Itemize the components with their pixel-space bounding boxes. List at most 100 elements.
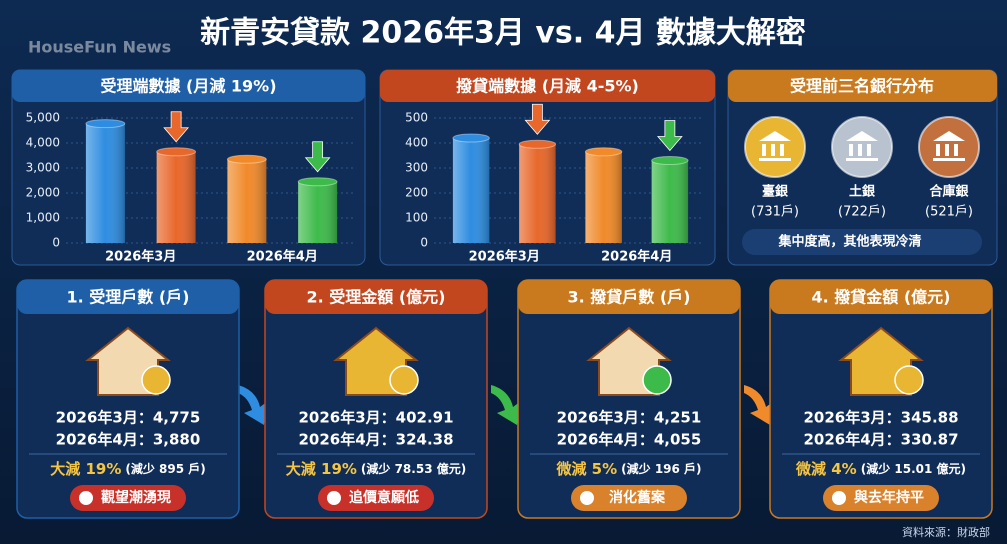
- bar-top: [518, 139, 557, 149]
- bar-top: [452, 133, 490, 143]
- flow-arrows: [238, 385, 774, 425]
- bank-header: [728, 70, 997, 102]
- y-tick-label: 500: [405, 111, 428, 125]
- card-tag-icon: [580, 491, 594, 505]
- card-line: 2026年4月：4,055: [557, 431, 702, 449]
- card-change-line: 微減 4% (減少 15.01 億元): [795, 460, 966, 478]
- bar-top: [85, 119, 126, 129]
- card-title: 1. 受理戶數 (戶): [67, 288, 190, 307]
- bar-top: [651, 156, 689, 165]
- bar-top: [156, 147, 197, 157]
- y-tick-label: 300: [405, 161, 428, 175]
- card-icon-accent: [389, 365, 419, 395]
- card-header: [518, 280, 740, 314]
- y-tick-label: 4,000: [26, 136, 60, 150]
- card-line: 2026年4月：3,880: [56, 431, 201, 449]
- bar-shine: [585, 151, 622, 243]
- card-title: 3. 撥貸戶數 (戶): [568, 288, 691, 307]
- bank-name: 臺銀: [762, 184, 788, 200]
- card-tag-box: [70, 485, 186, 511]
- card-line: 2026年3月：345.88: [803, 409, 958, 427]
- x-tick-label: 2026年3月: [469, 249, 540, 265]
- bank-count: (521戶): [925, 205, 973, 220]
- y-tick-label: 0: [52, 236, 60, 250]
- card-tag: 與去年持平: [854, 489, 924, 506]
- bank-name: 合庫銀: [929, 184, 968, 200]
- chart: 受理端數據 (月減 19%) 0 1,000 2,000 3,000 4,000 5,000…: [11, 69, 366, 266]
- down-arrow: [657, 120, 683, 152]
- bar-shine: [651, 160, 689, 243]
- flow-arrow: [744, 385, 774, 425]
- card-box: [517, 279, 741, 519]
- card-change-line: 微減 5% (減少 196 戶): [555, 460, 701, 478]
- flow-arrow: [238, 385, 268, 425]
- card-tag: 觀望潮湧現: [101, 489, 171, 506]
- card: 4. 撥貸金額 (億元) 2026年3月：345.88 2026年4月：330.87…: [769, 279, 993, 519]
- bar-shine: [452, 138, 490, 243]
- chart-header: [12, 70, 365, 102]
- bar-shine: [85, 123, 125, 243]
- card-change: 微減 4%: [795, 460, 857, 478]
- source: 資料來源：財政部: [902, 525, 990, 539]
- card-tag-icon: [832, 491, 846, 505]
- x-tick-label: 2026年4月: [247, 249, 318, 265]
- card-detail: (減少 78.53 億元): [361, 461, 466, 476]
- bank-note: 集中度高，其他表現冷清: [777, 234, 921, 250]
- down-arrow: [163, 111, 189, 143]
- bank-count: (722戶): [838, 205, 886, 220]
- bar-top: [584, 147, 623, 157]
- card-detail: (減少 895 戶): [125, 461, 205, 476]
- card-box: [16, 279, 240, 519]
- flow-arrow: [491, 385, 521, 425]
- card-tag-icon: [79, 491, 93, 505]
- chart-header: [380, 70, 715, 102]
- chart-title: 受理端數據 (月減 19%): [100, 77, 276, 96]
- card-header: [17, 280, 239, 314]
- bar-shine: [298, 181, 338, 243]
- x-tick-label: 2026年3月: [105, 249, 176, 265]
- card-line: 2026年4月：330.87: [803, 431, 958, 449]
- bank-name: 土銀: [849, 184, 875, 200]
- y-tick-label: 200: [405, 186, 428, 200]
- card-box: [769, 279, 993, 519]
- card: 3. 撥貸戶數 (戶) 2026年3月：4,251 2026年4月：4,055 微減 …: [517, 279, 741, 519]
- bar-shine: [519, 144, 556, 243]
- down-arrow: [304, 141, 331, 173]
- card-tag: 追價意願低: [349, 489, 419, 506]
- card-line: 2026年3月：4,251: [557, 409, 702, 427]
- bank-icon: [759, 131, 791, 161]
- title: 新青安貸款 2026年3月 vs. 4月 數據大解密: [200, 16, 806, 51]
- card-tag-box: [571, 485, 687, 511]
- card-change: 大減 19%: [50, 460, 121, 478]
- down-arrow: [524, 103, 551, 135]
- bar-top: [226, 154, 267, 164]
- y-tick-label: 1,000: [26, 211, 60, 225]
- bar-shine: [227, 159, 267, 243]
- card-detail: (減少 15.01 億元): [861, 461, 966, 476]
- card-line: 2026年4月：324.38: [298, 431, 453, 449]
- bar-top: [297, 177, 338, 187]
- card-header: [770, 280, 992, 314]
- y-tick-label: 0: [420, 236, 428, 250]
- y-tick-label: 100: [405, 211, 428, 225]
- bank-icon: [846, 131, 878, 161]
- card-change: 微減 5%: [555, 460, 617, 478]
- card-change-line: 大減 19% (減少 78.53 億元): [286, 460, 466, 478]
- card: 2. 受理金額 (億元) 2026年3月：402.91 2026年4月：324.38…: [264, 279, 488, 519]
- card-line: 2026年3月：402.91: [298, 409, 453, 427]
- y-tick-label: 2,000: [26, 186, 60, 200]
- y-tick-label: 400: [405, 136, 428, 150]
- card-icon-accent: [141, 365, 171, 395]
- chart: 撥貸端數據 (月減 4-5%) 0 100 200 300 400 500 2026年3月 20…: [379, 69, 716, 266]
- card-tag: 消化舊案: [609, 489, 666, 506]
- card: 1. 受理戶數 (戶) 2026年3月：4,775 2026年4月：3,880 大減 …: [16, 279, 240, 519]
- card-title: 2. 受理金額 (億元): [307, 288, 446, 307]
- logo: HouseFun News: [28, 38, 171, 57]
- card-tag-icon: [327, 491, 341, 505]
- card-tag-box: [823, 485, 939, 511]
- card-icon-accent: [642, 365, 672, 395]
- chart-title: 撥貸端數據 (月減 4-5%): [456, 77, 639, 96]
- card-detail: (減少 196 戶): [621, 461, 701, 476]
